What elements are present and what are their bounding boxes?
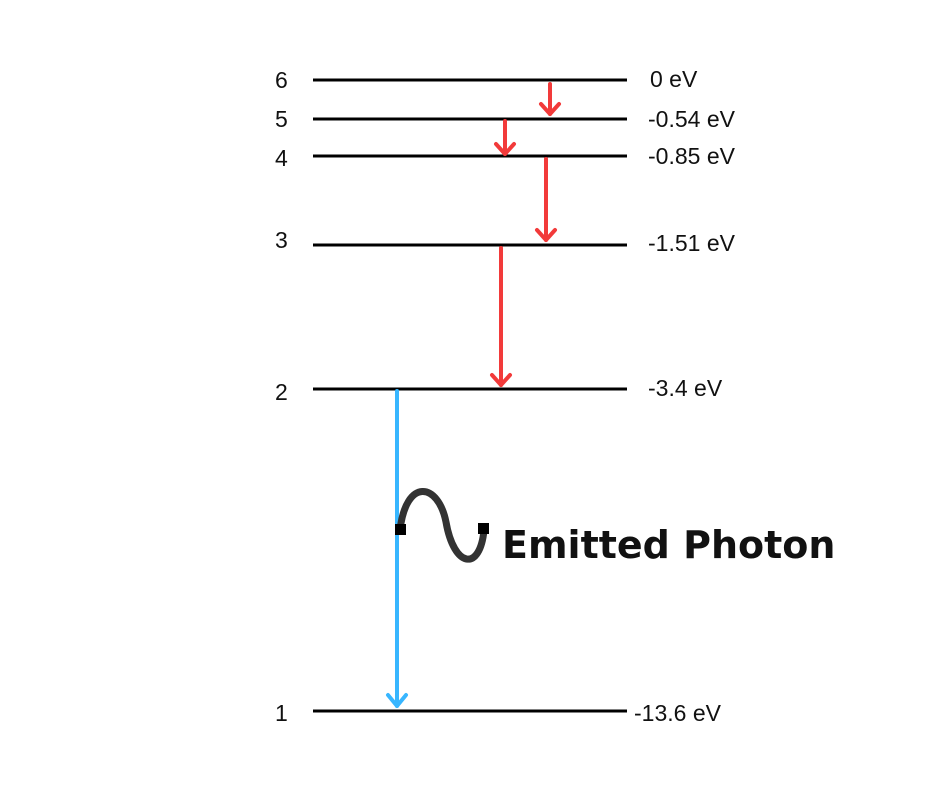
level-6-number: 6 bbox=[275, 67, 288, 93]
level-2-energy: -3.4 eV bbox=[648, 375, 723, 401]
transition-arrow-2-to-1 bbox=[386, 389, 408, 708]
level-1-number: 1 bbox=[275, 700, 288, 726]
level-4-number: 4 bbox=[275, 145, 288, 171]
transition-arrow-4-to-3 bbox=[535, 157, 557, 242]
level-5-number: 5 bbox=[275, 106, 288, 132]
emitted-photon-label: Emitted Photon bbox=[502, 523, 835, 567]
level-2-number: 2 bbox=[275, 379, 288, 405]
transition-arrow-5-to-4 bbox=[494, 119, 516, 156]
level-6-energy: 0 eV bbox=[650, 66, 698, 92]
wavy-photon-icon bbox=[395, 488, 489, 563]
transition-arrow-3-to-2 bbox=[490, 246, 512, 387]
level-5-energy: -0.54 eV bbox=[648, 106, 736, 132]
level-1-energy: -13.6 eV bbox=[634, 700, 722, 726]
transition-arrow-6-to-5 bbox=[539, 82, 561, 116]
level-3-number: 3 bbox=[275, 227, 288, 253]
level-3-energy: -1.51 eV bbox=[648, 230, 736, 256]
level-4-energy: -0.85 eV bbox=[648, 143, 736, 169]
